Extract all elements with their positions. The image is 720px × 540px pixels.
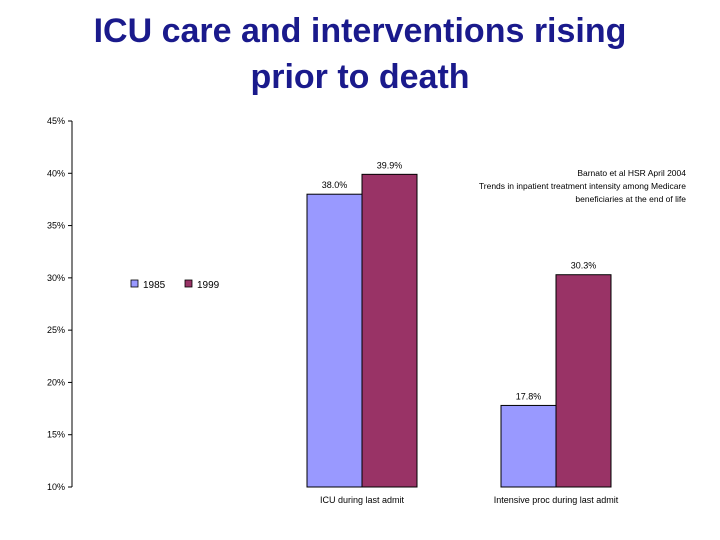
slide-title: ICU care and interventions rising prior …: [0, 8, 720, 100]
annotation-line-2: Trends in inpatient treatment intensity …: [479, 181, 686, 191]
data-label: 17.8%: [516, 391, 542, 401]
y-tick-label: 10%: [47, 482, 65, 492]
y-tick-label: 30%: [47, 273, 65, 283]
category-label: ICU during last admit: [320, 495, 405, 505]
legend-swatch-1985: [130, 279, 139, 288]
y-tick-label: 15%: [47, 430, 65, 440]
slide-title-line-1: ICU care and interventions rising: [93, 12, 627, 50]
category-labels: ICU during last admit Intensive proc duri…: [320, 495, 619, 505]
y-tick-label: 25%: [47, 325, 65, 335]
data-label: 39.9%: [377, 160, 403, 170]
bar-1985-2: [500, 404, 557, 488]
legend-label-1999: 1999: [197, 280, 220, 291]
category-label: Intensive proc during last admit: [494, 495, 619, 505]
annotation-line-1: Barnato et al HSR April 2004: [577, 168, 686, 178]
legend-swatch-1999: [184, 279, 193, 288]
source-annotation: Barnato et al HSR April 2004 Trends in in…: [479, 168, 686, 204]
bar-1999-1: [361, 173, 418, 488]
bar-1999-2: [555, 274, 612, 488]
data-label: 30.3%: [571, 261, 597, 271]
y-axis: 10% 15% 20% 25% 30% 35% 40% 45%: [47, 116, 73, 492]
legend-label-1985: 1985: [143, 280, 166, 291]
annotation-line-3: beneficiaries at the end of life: [575, 194, 686, 204]
y-tick-label: 35%: [47, 221, 65, 231]
y-tick-label: 20%: [47, 377, 65, 387]
bar-1985-1: [306, 193, 363, 488]
y-tick-label: 45%: [47, 116, 65, 126]
legend: 1985 1999: [130, 279, 220, 291]
data-labels: 38.0% 39.9% 17.8% 30.3%: [322, 160, 597, 401]
y-tick-label: 40%: [47, 168, 65, 178]
data-label: 38.0%: [322, 180, 348, 190]
bars: [306, 173, 612, 488]
slide-title-line-2: prior to death: [250, 58, 470, 96]
